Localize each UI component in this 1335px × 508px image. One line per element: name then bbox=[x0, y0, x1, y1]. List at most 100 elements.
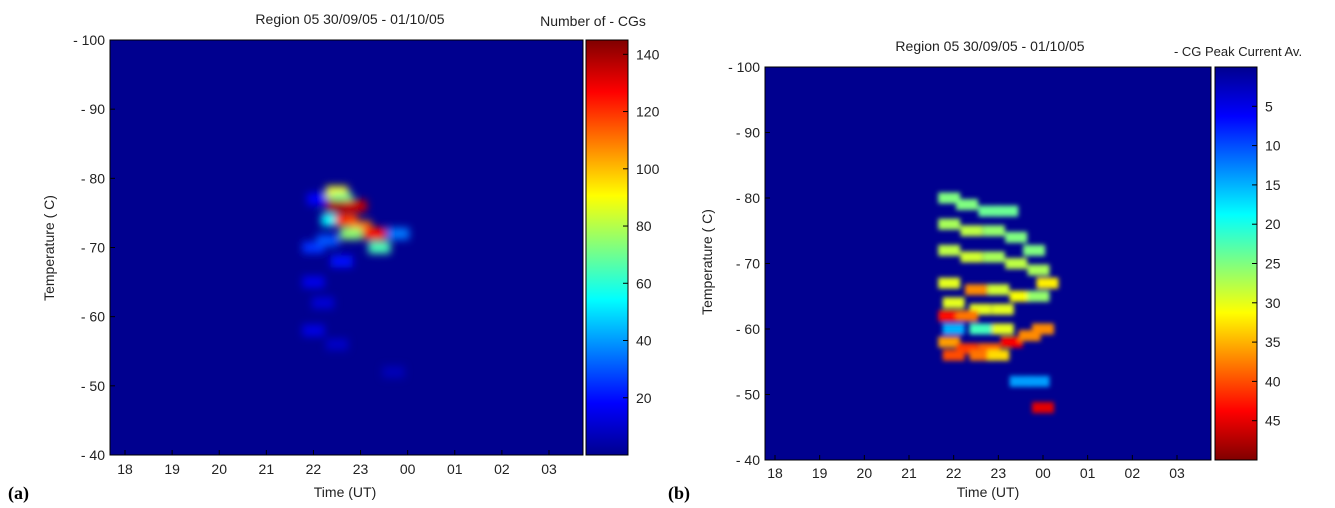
heatmap-cell bbox=[942, 297, 965, 309]
heatmap-cell bbox=[1036, 277, 1059, 289]
heatmap-cell bbox=[960, 251, 983, 263]
y-tick-label: - 60 bbox=[736, 321, 760, 337]
heatmap-cell bbox=[938, 192, 961, 204]
heatmap-cell bbox=[956, 310, 979, 322]
heatmap-cell bbox=[956, 343, 979, 355]
x-tick-label: 01 bbox=[447, 461, 463, 477]
heatmap-cell bbox=[978, 343, 1001, 355]
x-tick-label: 22 bbox=[946, 465, 962, 481]
colorbar-tick-label: 120 bbox=[636, 104, 660, 120]
heatmap-cell bbox=[1005, 258, 1028, 269]
colorbar-tick-label: 40 bbox=[1265, 373, 1281, 389]
x-tick-label: 21 bbox=[901, 465, 917, 481]
heatmap-cell bbox=[991, 303, 1014, 315]
plot-area-b bbox=[764, 66, 1212, 461]
y-tick-label: - 80 bbox=[736, 190, 760, 206]
colorbar-label-a: Number of - CGs bbox=[540, 13, 646, 29]
heatmap-cell bbox=[316, 234, 339, 247]
heatmap-cell bbox=[1032, 323, 1054, 335]
x-tick-label: 01 bbox=[1080, 465, 1096, 481]
heatmap-cell bbox=[987, 349, 1010, 361]
heatmap-cell bbox=[1027, 290, 1050, 302]
colorbar-b bbox=[1214, 66, 1258, 461]
panel-b: Region 05 30/09/05 - 01/10/05 - 100- 90-… bbox=[668, 38, 1302, 504]
heatmap-cell bbox=[938, 218, 961, 230]
colorbar-tick-label: 30 bbox=[1265, 295, 1281, 311]
chart-title-a: Region 05 30/09/05 - 01/10/05 bbox=[255, 11, 444, 27]
heatmap-cell bbox=[978, 205, 1001, 217]
y-tick-label: - 50 bbox=[736, 387, 760, 403]
x-tick-label: 19 bbox=[164, 461, 180, 477]
colorbar-tick-label: 100 bbox=[636, 161, 660, 177]
x-tick-label: 02 bbox=[494, 461, 510, 477]
colorbar-tick-label: 140 bbox=[636, 46, 660, 62]
heatmap-cell bbox=[956, 199, 979, 211]
x-tick-label: 03 bbox=[1169, 465, 1185, 481]
colorbar-tick-label: 25 bbox=[1265, 256, 1281, 272]
heatmap-cell bbox=[344, 200, 367, 212]
y-tick-label: - 90 bbox=[81, 101, 105, 117]
colorbar-tick-label: 20 bbox=[1265, 216, 1281, 232]
heatmap-cell bbox=[1027, 375, 1050, 387]
y-tick-label: - 60 bbox=[81, 309, 105, 325]
heatmap-cell bbox=[363, 227, 386, 240]
y-tick-label: - 50 bbox=[81, 378, 105, 394]
colorbar-tick-label: 40 bbox=[636, 333, 652, 349]
colorbar-label-b: - CG Peak Current Av. bbox=[1174, 44, 1302, 59]
x-tick-label: 22 bbox=[306, 461, 322, 477]
heatmap-cell bbox=[938, 336, 961, 348]
x-tick-label: 03 bbox=[541, 461, 557, 477]
x-ticks-b: 18 19 20 21 22 23 00 01 02 03 bbox=[767, 455, 1185, 481]
heatmap-cell bbox=[1027, 264, 1050, 276]
y-tick-label: - 100 bbox=[73, 32, 105, 48]
x-tick-label: 00 bbox=[1035, 465, 1051, 481]
y-ticks-a: - 100 - 90 - 80 - 70 - 60 - 50 - 40 bbox=[73, 32, 115, 463]
x-tick-label: 20 bbox=[857, 465, 873, 481]
x-tick-label: 23 bbox=[353, 461, 369, 477]
x-tick-label: 18 bbox=[117, 461, 133, 477]
plot-area-a bbox=[109, 39, 584, 456]
heatmap-cell bbox=[302, 324, 325, 337]
heatmap-cell bbox=[326, 338, 348, 351]
heatmap-cell bbox=[942, 349, 965, 361]
chart-title-b: Region 05 30/09/05 - 01/10/05 bbox=[895, 38, 1084, 54]
heatmap-cell bbox=[387, 227, 410, 240]
heatmap-cell bbox=[969, 349, 992, 361]
y-tick-label: - 40 bbox=[81, 447, 105, 463]
heatmap-cell bbox=[942, 323, 965, 335]
heatmap-cell bbox=[311, 296, 334, 309]
heatmap-cell bbox=[969, 303, 992, 315]
colorbar-tick-label: 60 bbox=[636, 275, 652, 291]
panel-a: Region 05 30/09/05 - 01/10/05 - 100 - 90 -… bbox=[8, 11, 660, 504]
colorbar-tick-label: 45 bbox=[1265, 413, 1281, 429]
heatmap-cells-b bbox=[938, 192, 1059, 414]
y-axis-label-a: Temperature ( C) bbox=[41, 195, 57, 301]
heatmap-cell bbox=[382, 366, 405, 378]
heatmap-cell bbox=[938, 310, 961, 322]
heatmap-cell bbox=[982, 225, 1005, 237]
colorbar-ticks-a: 20 40 60 80 100 120 140 bbox=[623, 46, 660, 406]
y-tick-label: - 100 bbox=[728, 59, 760, 75]
x-axis-label-a: Time (UT) bbox=[314, 484, 376, 500]
y-tick-label: - 70 bbox=[736, 256, 760, 272]
heatmap-cell bbox=[1009, 375, 1032, 387]
colorbar-tick-label: 15 bbox=[1265, 177, 1281, 193]
heatmap-cell bbox=[960, 225, 983, 237]
heatmap-cell bbox=[987, 284, 1010, 296]
heatmap-cell bbox=[1032, 402, 1054, 414]
colorbar-tick-label: 5 bbox=[1265, 98, 1273, 114]
heatmap-cell bbox=[965, 284, 987, 296]
heatmap-cell bbox=[330, 255, 353, 268]
heatmap-cell bbox=[938, 277, 961, 289]
heatmap-cell bbox=[991, 323, 1014, 335]
colorbar-tick-label: 80 bbox=[636, 218, 652, 234]
x-tick-label: 00 bbox=[400, 461, 416, 477]
heatmap-cell bbox=[996, 205, 1019, 217]
y-ticks-b: - 100 - 90 - 80 - 70 - 60 - 50 - 40 bbox=[728, 59, 770, 468]
colorbar-a bbox=[585, 39, 629, 456]
panel-label-b: (b) bbox=[668, 483, 690, 504]
x-tick-label: 18 bbox=[767, 465, 783, 481]
heatmap-cell bbox=[1023, 244, 1046, 256]
heatmap-cell bbox=[326, 200, 348, 212]
